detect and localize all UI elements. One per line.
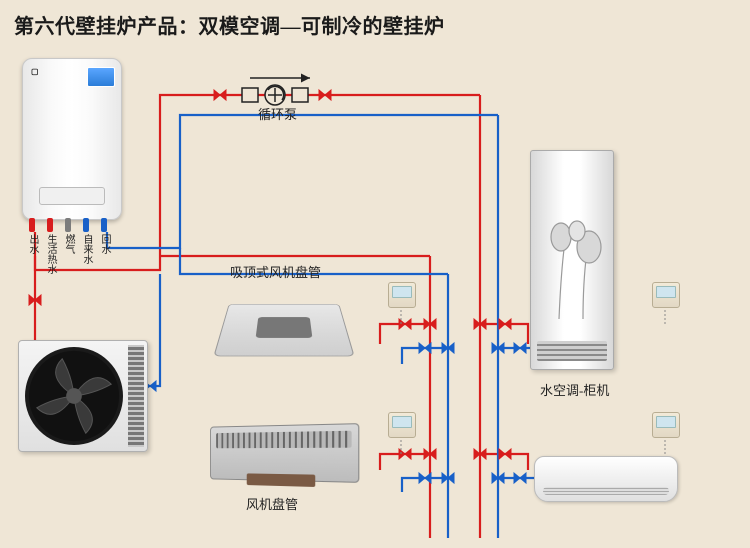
boiler-port <box>29 218 35 232</box>
thermostat <box>652 282 680 308</box>
cabinet-label: 水空调-柜机 <box>540 380 609 399</box>
cassette-label: 吸顶式风机盘管 <box>230 262 321 281</box>
fcu-label: 风机盘管 <box>246 494 298 513</box>
boiler-port-label: 回水 <box>99 234 109 254</box>
ceiling-cassette <box>213 304 354 356</box>
boiler-port-label: 出水 <box>27 234 37 254</box>
pump-label: 循环泵 <box>258 104 297 123</box>
thermostat <box>388 412 416 438</box>
outdoor-condenser <box>18 340 148 452</box>
thermostat <box>388 282 416 308</box>
boiler-port-label: 燃气 <box>63 234 73 254</box>
wall-ac <box>534 456 678 502</box>
fan-coil-unit <box>210 423 359 483</box>
thermostat <box>652 412 680 438</box>
cabinet-ac <box>530 150 614 370</box>
boiler-port <box>101 218 107 232</box>
boiler-port-label: 生活热水 <box>45 234 55 274</box>
wall-boiler: ▢ <box>22 58 122 220</box>
boiler-port <box>83 218 89 232</box>
boiler-port-label: 自来水 <box>81 234 91 264</box>
pump-icon <box>242 85 308 105</box>
boiler-port <box>65 218 71 232</box>
boiler-port <box>47 218 53 232</box>
